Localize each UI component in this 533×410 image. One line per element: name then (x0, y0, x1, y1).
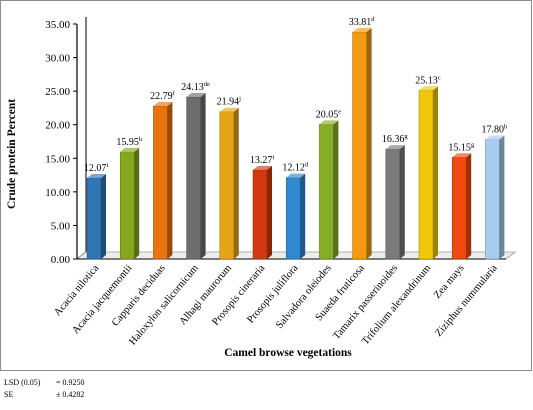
value-label: 16.36g (382, 133, 409, 145)
bar (86, 173, 106, 260)
bar (385, 145, 405, 260)
value-label: 15.95h (116, 136, 143, 148)
bar-top (87, 173, 106, 178)
y-axis-title: Crude protein Percent (6, 99, 18, 209)
bar-side (101, 173, 106, 259)
bar-side (134, 147, 140, 259)
bar-front (385, 148, 401, 260)
bar-top (319, 120, 339, 125)
bar-chart: 0.00 5.00 10.00 15.00 20.00 25.00 30.00 35.00 1… (6, 16, 517, 359)
lsd-line: LSD (0.05) = 0.9250 (4, 378, 85, 388)
y-tick-label: 30.00 (45, 53, 70, 65)
bar-front (352, 31, 367, 260)
value-label: 21.94j (217, 96, 242, 108)
bar-top (219, 107, 239, 112)
bar-side (333, 120, 339, 259)
y-tick-label: 0.00 (51, 254, 71, 266)
bar (186, 92, 206, 260)
value-label: 33.81d (349, 16, 376, 28)
y-tick-label: 35.00 (45, 19, 70, 31)
category-label: Tamarix passerinoides (331, 263, 400, 342)
back-wall-edge (76, 17, 87, 260)
bar-front (418, 90, 434, 260)
y-tick-label: 25.00 (45, 86, 70, 98)
bar-side (300, 173, 306, 259)
bar-front (186, 96, 201, 260)
bar (285, 173, 306, 260)
chart-frame (0, 0, 532, 371)
value-label: 12.07i (84, 162, 109, 174)
bar (485, 135, 505, 260)
bar-front (285, 177, 301, 260)
bar-side (499, 135, 505, 259)
category-label: Zea mays (432, 263, 466, 301)
se-value: ± 0.4282 (56, 390, 85, 399)
bar-side (466, 153, 472, 259)
bar-top (253, 165, 272, 170)
value-label: 20.05e (316, 108, 342, 120)
bar-front (153, 105, 168, 260)
bar-front (86, 177, 102, 260)
bar (153, 101, 173, 260)
bar-front (319, 124, 334, 260)
bar (119, 147, 140, 260)
bar-side (167, 101, 173, 259)
bar-side (267, 165, 272, 259)
bar-front (451, 157, 467, 260)
bar (418, 86, 438, 260)
bar (352, 27, 372, 260)
value-label: 12.12d (282, 162, 309, 174)
bar-top (419, 86, 438, 91)
bar-side (233, 107, 239, 259)
bar (319, 120, 339, 260)
se-line: SE ± 0.4282 (4, 390, 84, 400)
bar (451, 153, 472, 260)
bar (219, 107, 239, 260)
y-tick-label: 20.00 (45, 120, 70, 132)
bar-top (352, 27, 372, 32)
bar-top (485, 135, 505, 140)
value-label: 13.27i (250, 154, 275, 166)
value-label: 24.13de (181, 81, 210, 93)
bar-front (219, 111, 235, 260)
y-tick-label: 5.00 (51, 220, 71, 232)
bar (252, 165, 272, 260)
bar-top (120, 147, 140, 152)
category-label: Acacia jacquemontii (70, 263, 134, 336)
bar-side (200, 92, 206, 259)
bar-front (252, 169, 268, 260)
bar-top (153, 101, 173, 106)
lsd-label: LSD (0.05) (4, 378, 41, 387)
bar-side (433, 86, 438, 260)
value-label: 17.80b (482, 123, 508, 135)
bar-top (286, 173, 306, 178)
bars (86, 27, 505, 260)
y-tick-label: 10.00 (45, 187, 70, 199)
bar-top (385, 145, 405, 150)
bar-top (452, 153, 472, 158)
x-axis-title: Camel browse vegetations (224, 347, 352, 359)
value-label: 22.79f (150, 90, 176, 102)
bar-side (366, 27, 372, 259)
bar-side (399, 145, 405, 259)
bar-front (119, 151, 135, 260)
se-label: SE (4, 390, 14, 399)
y-tick-label: 15.00 (45, 153, 70, 165)
value-label: 15.15g (448, 141, 475, 153)
value-label: 25.13c (415, 74, 441, 86)
category-label: Trifolium alexandrinum (360, 263, 433, 347)
category-label: Ziziphus nummularia (433, 263, 500, 339)
bar-top (186, 92, 206, 97)
bar-front (485, 139, 500, 260)
lsd-value: = 0.9250 (56, 378, 85, 387)
